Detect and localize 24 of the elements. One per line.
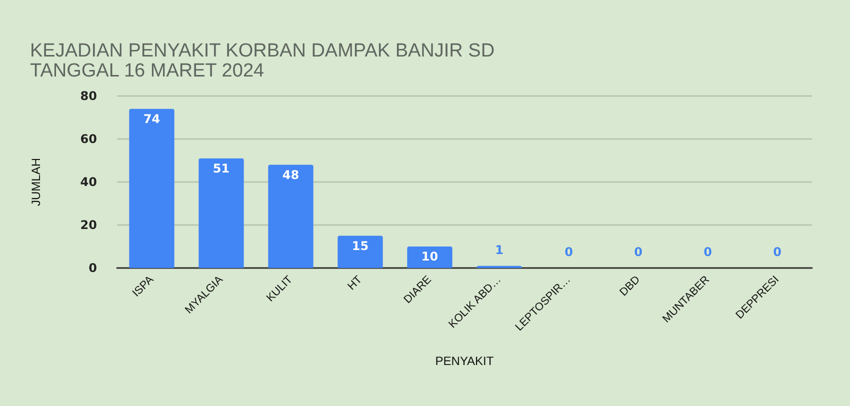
data-label: 10 bbox=[421, 250, 438, 264]
data-label: 0 bbox=[773, 245, 782, 259]
y-tick-label: 0 bbox=[88, 261, 97, 275]
bar bbox=[268, 164, 314, 268]
data-label: 51 bbox=[212, 161, 230, 176]
data-label: 0 bbox=[634, 245, 642, 259]
bar bbox=[129, 108, 174, 268]
y-tick-label: 60 bbox=[80, 132, 97, 146]
x-tick-label: HT bbox=[346, 274, 365, 293]
y-tick-label: 20 bbox=[80, 218, 97, 232]
x-axis-title: PENYAKIT bbox=[435, 354, 494, 368]
data-label: 15 bbox=[352, 238, 369, 253]
data-label: 1 bbox=[495, 242, 504, 257]
chart-title: KEJADIAN PENYAKIT KORBAN DAMPAK BANJIR SD TANGGAL 16 MARET 2024 bbox=[30, 40, 495, 82]
y-axis-title: JUMLAH bbox=[29, 158, 43, 206]
data-label: 0 bbox=[704, 245, 712, 259]
data-label: 48 bbox=[282, 168, 300, 182]
bar bbox=[338, 236, 383, 268]
data-label: 0 bbox=[564, 245, 573, 259]
y-tick-label: 40 bbox=[80, 175, 97, 189]
bar bbox=[198, 158, 244, 268]
y-tick-label: 80 bbox=[80, 89, 97, 103]
bar bbox=[407, 246, 452, 268]
data-label: 74 bbox=[143, 112, 160, 126]
